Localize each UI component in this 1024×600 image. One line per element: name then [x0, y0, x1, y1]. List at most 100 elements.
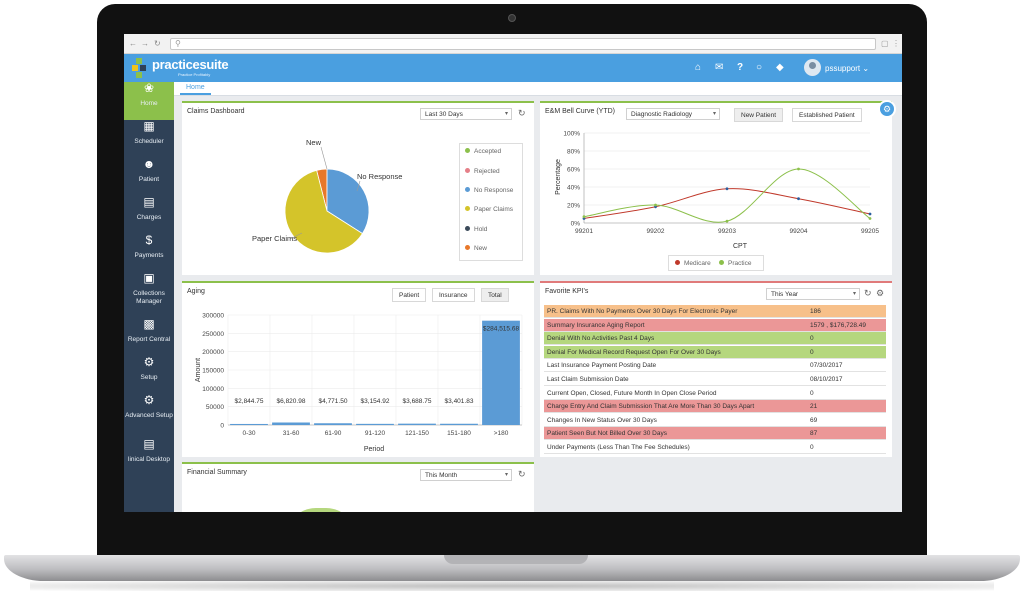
data-point	[797, 197, 800, 201]
kpi-label: Denial With No Activities Past 4 Days	[547, 335, 655, 343]
bar	[482, 320, 520, 425]
forward-arrow-icon[interactable]: →	[141, 39, 149, 48]
refresh-icon[interactable]: ↻	[518, 108, 526, 118]
desktop-icon: ▤	[143, 437, 155, 451]
financial-chart-top	[286, 508, 356, 512]
kpi-label: Last Claim Submission Date	[547, 376, 629, 383]
table-row[interactable]: Denial For Medical Record Request Open F…	[544, 345, 886, 359]
laptop-notch	[444, 555, 588, 564]
legend-item[interactable]: Accepted	[465, 148, 501, 155]
table-row[interactable]: Under Payments (Less Than The Fee Schedu…	[544, 441, 886, 454]
aging-patient-button[interactable]: Patient	[392, 288, 427, 302]
y-tick-label: 200000	[202, 349, 224, 356]
sidebar-item-advanced-setup[interactable]: ⚙ Advanced Setup	[124, 394, 174, 432]
logo-text: practicesuite	[152, 57, 229, 72]
legend-swatch	[465, 148, 470, 153]
kpi-range-select[interactable]: This Year ▾	[766, 288, 860, 300]
refresh-icon[interactable]: ↻	[864, 288, 872, 298]
table-row[interactable]: Patient Seen But Not Billed Over 30 Days…	[544, 427, 886, 441]
sidebar-item-label: Payments	[134, 252, 164, 259]
sidebar: ❀ Home ▦ Scheduler ☻ Patient ▤ Charges $…	[124, 82, 174, 512]
sidebar-item-patient[interactable]: ☻ Patient	[124, 158, 174, 196]
data-point	[868, 217, 872, 220]
kpi-value: 0	[810, 348, 814, 356]
gear-icon[interactable]: ⚙	[876, 288, 885, 298]
legend-item[interactable]: Practice	[719, 260, 751, 267]
kpi-value: 07/30/2017	[810, 362, 843, 370]
x-tick-label: 99201	[575, 228, 593, 235]
kpi-label: Last Insurance Payment Posting Date	[547, 362, 657, 370]
table-row[interactable]: Denial With No Activities Past 4 Days 0	[544, 332, 886, 346]
aging-bar-chart: $2,844.75 $6,820.98 $4,771.50 $3,154.92 $3,6…	[195, 313, 523, 453]
aging-insurance-button[interactable]: Insurance	[432, 288, 475, 302]
legend-item[interactable]: Paper Claims	[465, 206, 513, 213]
sidebar-item-scheduler[interactable]: ▦ Scheduler	[124, 120, 174, 158]
dollar-icon: $	[145, 233, 153, 247]
table-row[interactable]: Last Insurance Payment Posting Date 07/30…	[544, 359, 886, 373]
data-label: $3,688.75	[403, 398, 432, 405]
new-patient-button[interactable]: New Patient	[734, 108, 784, 122]
y-tick-label: 0%	[571, 221, 581, 228]
refresh-icon[interactable]: ↻	[518, 469, 526, 479]
table-row[interactable]: Summary Insurance Aging Report 1579 , $17…	[544, 318, 886, 332]
x-tick-label: 61-90	[325, 430, 342, 437]
mail-icon[interactable]: ✉	[715, 62, 724, 73]
table-row[interactable]: Charge Entry And Claim Submission That A…	[544, 400, 886, 414]
chat-icon[interactable]: ○	[756, 62, 763, 73]
bar	[356, 423, 394, 425]
legend-item[interactable]: Hold	[465, 226, 487, 233]
legend-swatch	[465, 245, 470, 250]
webcam	[508, 14, 516, 22]
sidebar-item-home[interactable]: ❀ Home	[124, 82, 174, 120]
sidebar-item-setup[interactable]: ⚙ Setup	[124, 356, 174, 394]
kpi-value: 21	[810, 403, 818, 411]
legend-swatch	[465, 168, 470, 173]
reload-icon[interactable]: ↻	[154, 39, 161, 48]
panel-title: Aging	[187, 288, 205, 295]
sidebar-item-clinical-desktop[interactable]: ▤ linical Desktop	[124, 438, 174, 476]
panel-title: Financial Summary	[187, 469, 247, 476]
financial-range-select[interactable]: This Month ▾	[420, 469, 512, 481]
sidebar-item-payments[interactable]: $ Payments	[124, 234, 174, 272]
extension-icon[interactable]: ▢	[881, 39, 889, 48]
panel-title: E&M Bell Curve (YTD)	[545, 108, 616, 115]
table-row[interactable]: Last Claim Submission Date 08/10/2017	[544, 373, 886, 386]
y-tick-label: 0	[220, 423, 224, 430]
bar	[230, 423, 268, 425]
menu-icon[interactable]: ⋮	[892, 39, 900, 48]
series-line-medicare	[583, 188, 871, 219]
tag-icon[interactable]: ◆	[776, 62, 784, 73]
legend-item[interactable]: Rejected	[465, 168, 500, 175]
y-tick-label: 80%	[567, 149, 580, 156]
gear-icon: ⚙	[143, 355, 155, 369]
claims-pie-chart: New No Response Paper Claims	[252, 138, 402, 254]
user-menu[interactable]: pssupport ⌄	[825, 64, 870, 73]
aging-total-button[interactable]: Total	[481, 288, 509, 302]
back-arrow-icon[interactable]: ←	[129, 39, 137, 48]
sidebar-item-report-central[interactable]: ▩ Report Central	[124, 318, 174, 356]
legend-item[interactable]: No Response	[465, 187, 513, 194]
sidebar-item-charges[interactable]: ▤ Charges	[124, 196, 174, 234]
bar	[314, 423, 352, 425]
address-bar[interactable]: ⚲	[170, 38, 876, 50]
sidebar-item-collections[interactable]: ▣ Collections Manager	[124, 272, 174, 310]
y-tick-label: 50000	[206, 404, 224, 411]
tab-home[interactable]: Home	[180, 82, 211, 95]
y-tick-label: 40%	[567, 185, 580, 192]
x-tick-label: 99204	[789, 228, 807, 235]
help-icon[interactable]: ?	[737, 62, 744, 73]
legend-item[interactable]: Medicare	[675, 260, 711, 267]
established-patient-button[interactable]: Established Patient	[792, 108, 862, 122]
table-row[interactable]: Current Open, Closed, Future Month In Op…	[544, 386, 886, 400]
y-tick-label: 20%	[567, 203, 580, 210]
avatar[interactable]	[804, 59, 821, 76]
claims-range-select[interactable]: Last 30 Days ▾	[420, 108, 512, 120]
pie-label-new: New	[306, 138, 322, 147]
specialty-select[interactable]: Diagnostic Radiology ▾	[626, 108, 720, 120]
home-icon[interactable]: ⌂	[695, 62, 702, 73]
financial-summary-panel: Financial Summary This Month ▾ ↻	[182, 462, 534, 512]
table-row[interactable]: PR. Claims With No Payments Over 30 Days…	[544, 305, 886, 318]
settings-gear-icon[interactable]: ⚙	[878, 100, 896, 118]
legend-item[interactable]: New	[465, 245, 487, 252]
table-row[interactable]: Changes In New Status Over 30 Days 69	[544, 413, 886, 427]
